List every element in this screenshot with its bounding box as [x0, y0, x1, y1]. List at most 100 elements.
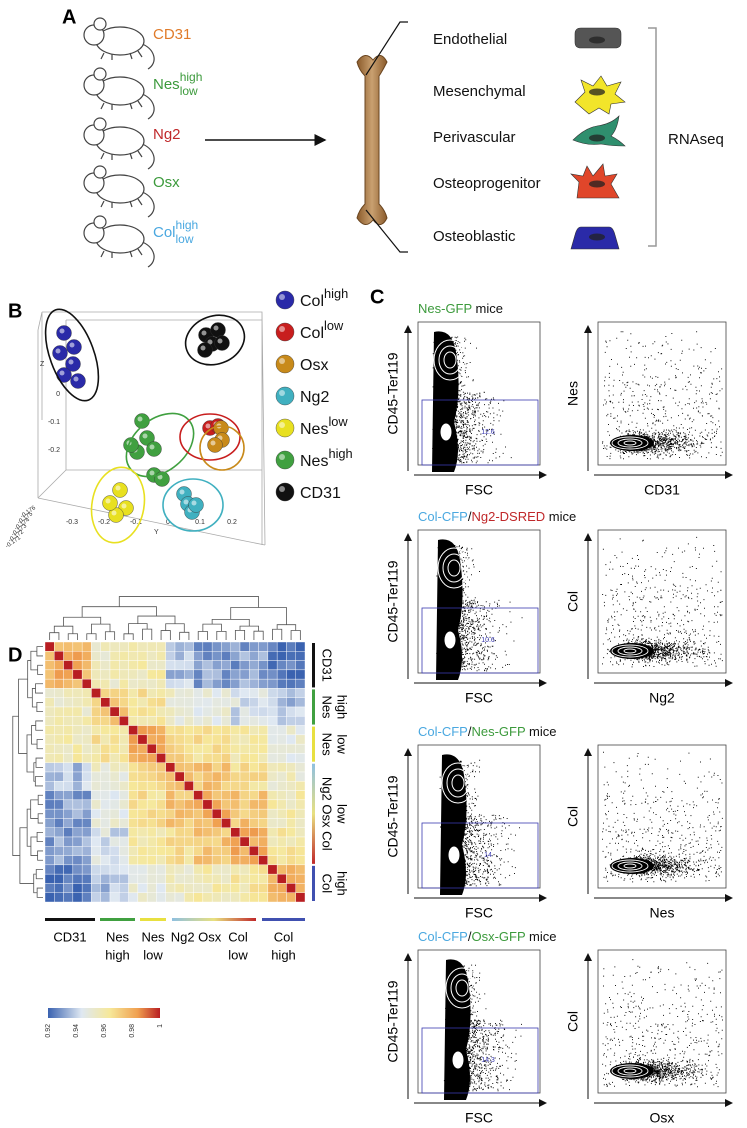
heatmap-cell — [91, 660, 101, 671]
heatmap-cell — [165, 846, 176, 856]
heatmap-cell — [184, 753, 194, 763]
heatmap-cell — [54, 669, 64, 680]
heatmap-cell — [72, 725, 83, 736]
heatmap-cell — [267, 651, 278, 661]
heatmap-cell — [267, 781, 278, 791]
heatmap-cell — [239, 771, 250, 782]
heatmap-cell — [258, 818, 269, 828]
heatmap-cell — [174, 678, 185, 689]
heatmap-cell — [91, 734, 101, 745]
heatmap-cell — [137, 678, 148, 689]
heatmap-cell — [109, 697, 120, 708]
heatmap-cell — [63, 743, 74, 754]
heatmap-cell — [156, 762, 166, 773]
heatmap-cell — [174, 781, 185, 791]
heatmap-cell — [156, 873, 166, 884]
heatmap-cell — [119, 799, 129, 810]
heatmap-cell — [165, 706, 176, 717]
heatmap-cell — [137, 753, 148, 763]
heatmap-cell — [249, 781, 259, 791]
heatmap-cell — [193, 716, 204, 726]
heatmap-cell — [193, 641, 204, 652]
heatmap-cell — [276, 883, 287, 893]
pca-point — [197, 342, 213, 358]
flow-title: Col-CFP/Nes-GFP mice — [418, 724, 556, 739]
y-axis-label: Col — [565, 806, 581, 827]
heatmap-cell — [221, 799, 231, 810]
heatmap-cell — [54, 706, 64, 717]
heatmap-cell — [286, 892, 296, 903]
heatmap-cell — [174, 743, 185, 754]
heatmap-cell — [267, 790, 278, 801]
heatmap-cell — [100, 799, 111, 810]
heatmap-cell — [128, 827, 139, 838]
heatmap-cell — [239, 706, 250, 717]
heatmap-cell — [230, 697, 241, 708]
contour — [611, 644, 649, 658]
heatmap-cell — [211, 660, 222, 671]
y-tick-label: -0.2 — [98, 519, 110, 526]
contour — [433, 339, 467, 381]
heatmap-cell — [156, 660, 166, 671]
heatmap-cell — [156, 855, 166, 866]
heatmap-cell — [44, 734, 55, 745]
heatmap-cell — [109, 651, 120, 661]
heatmap-cell — [100, 641, 111, 652]
group-bar — [312, 763, 315, 864]
heatmap-cell — [146, 781, 157, 791]
heatmap-cell — [137, 781, 148, 791]
heatmap-cell — [44, 781, 55, 791]
gate — [421, 822, 539, 889]
heatmap-cell — [184, 846, 194, 856]
cell-type-label: Perivascular — [433, 129, 516, 146]
heatmap-cell — [295, 743, 306, 754]
heatmap-cell — [72, 873, 83, 884]
heatmap-cell — [146, 827, 157, 838]
heatmap-cell — [249, 716, 259, 726]
heatmap-cell — [221, 706, 231, 717]
heatmap-cell — [146, 873, 157, 884]
heatmap-cell — [100, 725, 111, 736]
heatmap-cell — [193, 818, 204, 828]
legend-marker — [275, 290, 295, 310]
pca-point-highlight — [179, 489, 185, 495]
heatmap-cell — [54, 892, 64, 903]
heatmap-cell — [249, 753, 259, 763]
heatmap-cell — [72, 808, 83, 819]
heatmap-cell — [63, 818, 74, 828]
heatmap-cell — [44, 660, 55, 671]
heatmap-cell — [137, 734, 148, 745]
contour — [623, 863, 637, 869]
heatmap-cell — [100, 771, 111, 782]
heatmap-cell — [211, 743, 222, 754]
heatmap-cell — [249, 762, 259, 773]
heatmap-cell — [54, 836, 64, 847]
heatmap-cell — [81, 790, 92, 801]
gate-percentage: 12.6 — [481, 429, 495, 436]
heatmap-cell — [276, 641, 287, 652]
heatmap-cell — [119, 734, 129, 745]
pca-point-highlight — [111, 510, 117, 516]
heatmap-cell — [230, 651, 241, 661]
heatmap-cell — [119, 762, 129, 773]
contour — [443, 630, 457, 650]
pca-point-highlight — [73, 376, 79, 382]
heatmap-cell — [249, 651, 259, 661]
heatmap-cell — [239, 827, 250, 838]
plot-frame — [417, 949, 541, 1094]
x-axis-label: FSC — [465, 482, 493, 498]
heatmap-cell — [63, 836, 74, 847]
pca-point — [112, 482, 128, 498]
heatmap-cell — [137, 892, 148, 903]
heatmap-cell — [276, 651, 287, 661]
heatmap-cell — [258, 753, 269, 763]
heatmap-cell — [63, 651, 74, 661]
label: CD31 — [153, 26, 191, 43]
pca-point-highlight — [69, 342, 75, 348]
heatmap-cell — [211, 846, 222, 856]
heatmap-cell — [165, 808, 176, 819]
heatmap-cell — [239, 660, 250, 671]
heatmap-cell — [202, 716, 213, 726]
heatmap-cell — [109, 753, 120, 763]
heatmap-cell — [202, 827, 213, 838]
